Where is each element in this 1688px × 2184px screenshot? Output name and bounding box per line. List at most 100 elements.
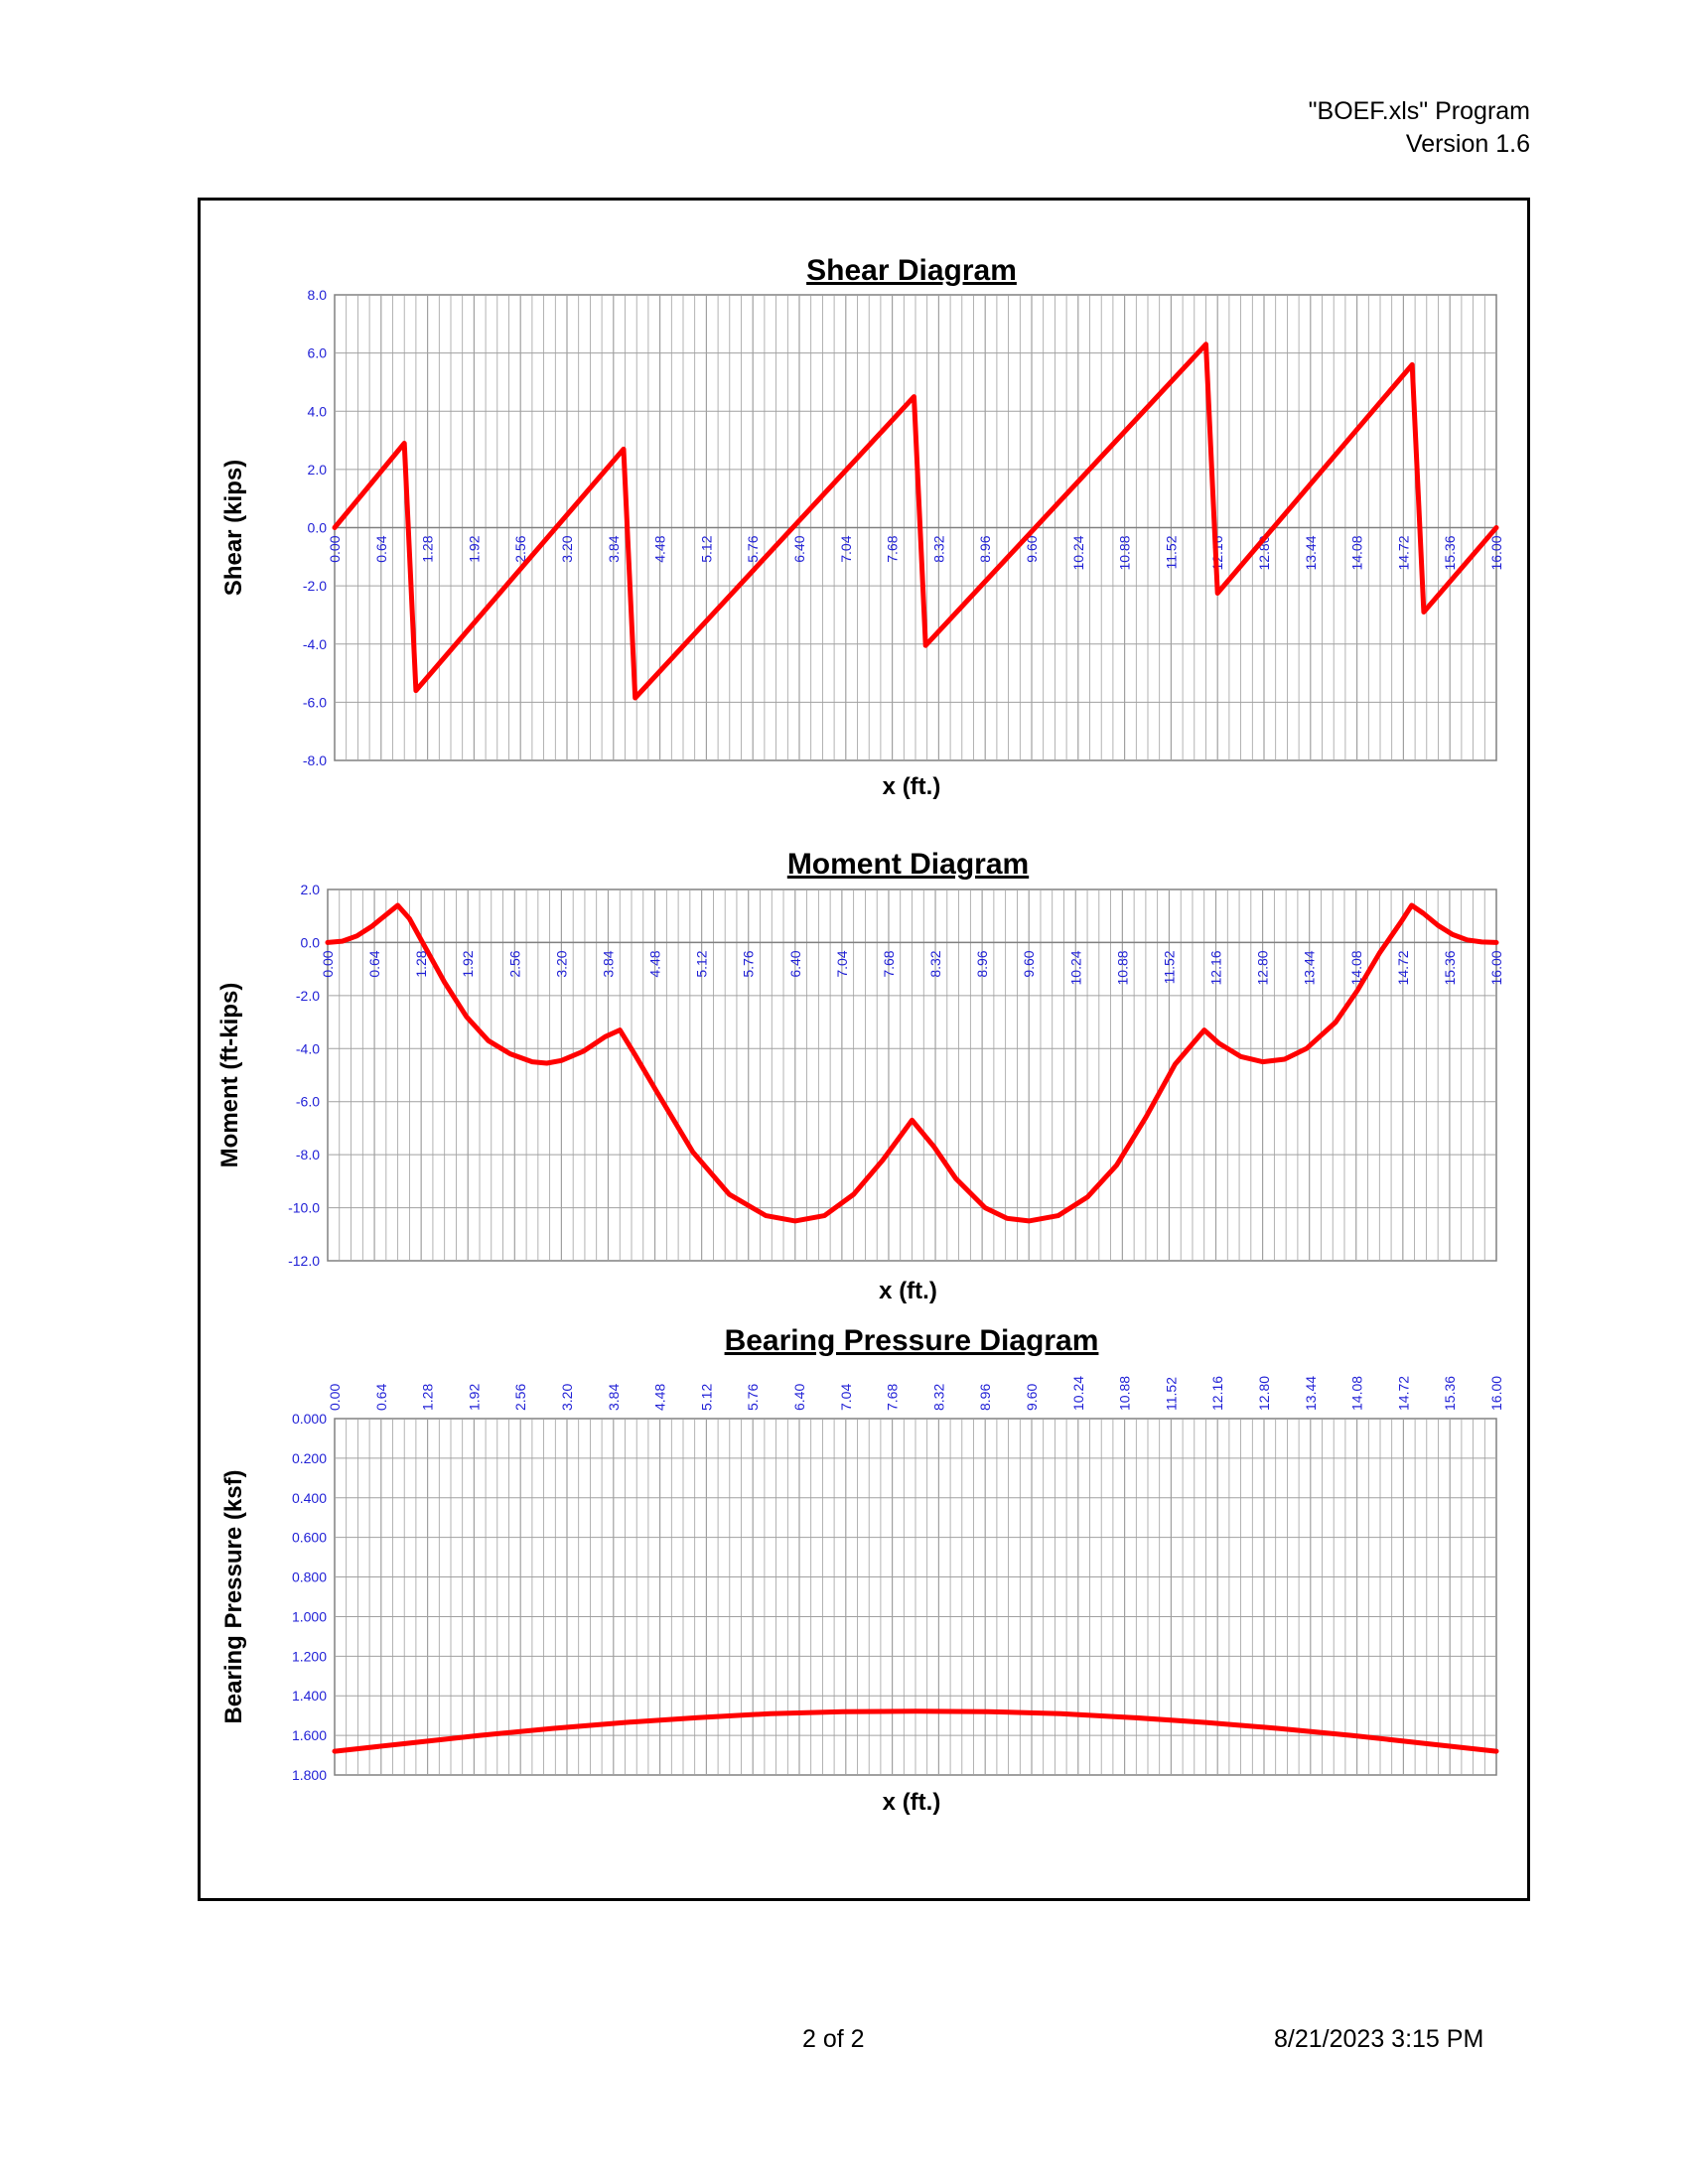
y-tick-label: -8.0 xyxy=(303,752,327,768)
y-axis-label: Bearing Pressure (ksf) xyxy=(220,1469,247,1723)
x-tick-label: 0.64 xyxy=(366,950,382,977)
x-tick-label: 12.80 xyxy=(1255,950,1271,985)
y-tick-label: 4.0 xyxy=(308,403,328,419)
y-tick-label: 6.0 xyxy=(308,345,328,361)
x-tick-label: 3.84 xyxy=(606,535,622,562)
y-tick-label: -2.0 xyxy=(296,988,320,1004)
x-tick-label: 3.84 xyxy=(606,1384,622,1411)
x-tick-label: 4.48 xyxy=(647,950,663,977)
x-tick-label: 0.64 xyxy=(373,1384,389,1411)
x-tick-label: 6.40 xyxy=(791,1384,807,1411)
x-tick-label: 3.20 xyxy=(559,535,575,562)
x-tick-label: 5.12 xyxy=(698,535,714,562)
x-tick-label: 6.40 xyxy=(791,535,807,562)
x-tick-label: 0.00 xyxy=(327,535,343,562)
x-tick-label: 10.24 xyxy=(1067,950,1083,985)
chart-title: Shear Diagram xyxy=(806,254,1017,287)
x-tick-label: 14.08 xyxy=(1349,1376,1365,1411)
x-tick-label: 10.24 xyxy=(1070,1376,1086,1411)
series-line xyxy=(332,341,1499,701)
x-tick-label: 10.88 xyxy=(1117,535,1133,570)
x-tick-label: 7.04 xyxy=(838,535,854,562)
x-axis-label: x (ft.) xyxy=(879,1278,937,1304)
y-tick-label: 1.800 xyxy=(292,1767,327,1783)
x-tick-label: 0.64 xyxy=(373,535,389,562)
chart-1: 8.0 6.0 4.0 2.0 0.0 -2.0 -4.0 -6.0 -8.0 0.00 0.64 1… xyxy=(220,254,1504,800)
y-tick-label: -6.0 xyxy=(303,694,327,710)
y-tick-label: -12.0 xyxy=(288,1253,320,1269)
x-tick-label: 8.96 xyxy=(977,535,993,562)
x-tick-label: 9.60 xyxy=(1024,1384,1040,1411)
x-tick-label: 11.52 xyxy=(1163,535,1179,569)
x-tick-label: 4.48 xyxy=(652,1384,668,1411)
y-axis-label: Shear (kips) xyxy=(220,460,247,596)
x-tick-label: 9.60 xyxy=(1021,950,1037,977)
x-tick-label: 1.28 xyxy=(420,535,436,562)
x-tick-label: 6.40 xyxy=(787,950,803,977)
x-tick-label: 8.96 xyxy=(977,1384,993,1411)
y-tick-label: -8.0 xyxy=(296,1147,320,1162)
x-tick-label: 7.68 xyxy=(885,1384,901,1411)
series-line xyxy=(332,1708,1499,1754)
x-tick-label: 13.44 xyxy=(1303,1376,1319,1411)
y-tick-label: 0.0 xyxy=(301,934,321,950)
chart-3: 0.000 0.200 0.400 0.600 0.800 1.000 1.200 1.400… xyxy=(220,1324,1504,1816)
page-header: "BOEF.xls" Program Version 1.6 xyxy=(1309,95,1530,161)
x-tick-label: 5.12 xyxy=(694,950,710,977)
x-tick-label: 5.76 xyxy=(745,535,761,562)
y-tick-label: 1.200 xyxy=(292,1648,327,1664)
x-tick-label: 11.52 xyxy=(1163,1377,1179,1411)
x-tick-label: 5.76 xyxy=(741,950,757,977)
x-tick-label: 11.52 xyxy=(1161,950,1177,984)
y-axis-label: Moment (ft-kips) xyxy=(216,983,243,1168)
x-tick-label: 12.80 xyxy=(1256,1376,1272,1411)
x-tick-label: 16.00 xyxy=(1488,535,1504,570)
x-tick-label: 3.20 xyxy=(553,950,569,977)
x-tick-label: 8.32 xyxy=(930,1384,946,1411)
y-tick-label: -6.0 xyxy=(296,1094,320,1110)
chart-2: 2.0 0.0 -2.0 -4.0 -6.0 -8.0 -10.0 -12.0 0.00 0.64… xyxy=(216,848,1504,1304)
x-tick-label: 13.44 xyxy=(1303,535,1319,570)
series-line xyxy=(325,902,1499,1224)
x-tick-label: 1.92 xyxy=(460,950,476,977)
program-name: "BOEF.xls" Program xyxy=(1308,97,1530,125)
x-tick-label: 10.24 xyxy=(1070,535,1086,570)
x-tick-label: 0.00 xyxy=(320,950,336,977)
x-tick-label: 1.28 xyxy=(420,1384,436,1411)
x-tick-label: 1.92 xyxy=(466,1384,482,1411)
x-tick-label: 16.00 xyxy=(1488,1376,1504,1411)
x-tick-label: 12.16 xyxy=(1209,1376,1225,1411)
x-tick-label: 1.92 xyxy=(466,535,482,562)
x-tick-label: 13.44 xyxy=(1302,950,1318,985)
x-tick-label: 8.32 xyxy=(927,950,943,977)
y-tick-label: 0.800 xyxy=(292,1570,327,1585)
x-tick-label: 5.76 xyxy=(745,1384,761,1411)
x-tick-label: 16.00 xyxy=(1488,950,1504,985)
x-tick-label: 10.88 xyxy=(1114,950,1130,985)
y-tick-label: -2.0 xyxy=(303,578,327,594)
y-tick-label: 0.400 xyxy=(292,1490,327,1506)
y-tick-label: 0.0 xyxy=(308,520,328,536)
x-tick-label: 7.68 xyxy=(885,535,901,562)
x-tick-label: 14.72 xyxy=(1395,950,1411,985)
x-tick-label: 14.08 xyxy=(1349,535,1365,570)
x-tick-label: 12.16 xyxy=(1208,950,1224,985)
x-tick-label: 15.36 xyxy=(1442,1376,1458,1411)
y-tick-label: 1.000 xyxy=(292,1608,327,1624)
x-tick-label: 7.04 xyxy=(834,950,850,977)
x-tick-label: 8.96 xyxy=(974,950,990,977)
x-axis-label: x (ft.) xyxy=(883,1789,941,1816)
x-tick-label: 10.88 xyxy=(1117,1376,1133,1411)
chart-frame xyxy=(198,198,1530,1901)
x-tick-label: 14.72 xyxy=(1395,535,1411,570)
x-tick-label: 8.32 xyxy=(930,535,946,562)
y-tick-label: -4.0 xyxy=(303,636,327,652)
x-tick-label: 7.68 xyxy=(881,950,897,977)
x-tick-label: 1.28 xyxy=(413,950,429,977)
x-tick-label: 3.20 xyxy=(559,1384,575,1411)
chart-title: Moment Diagram xyxy=(787,848,1029,881)
print-datetime: 8/21/2023 3:15 PM xyxy=(1274,2025,1484,2053)
x-tick-label: 2.56 xyxy=(512,535,528,562)
x-tick-label: 14.72 xyxy=(1395,1376,1411,1411)
